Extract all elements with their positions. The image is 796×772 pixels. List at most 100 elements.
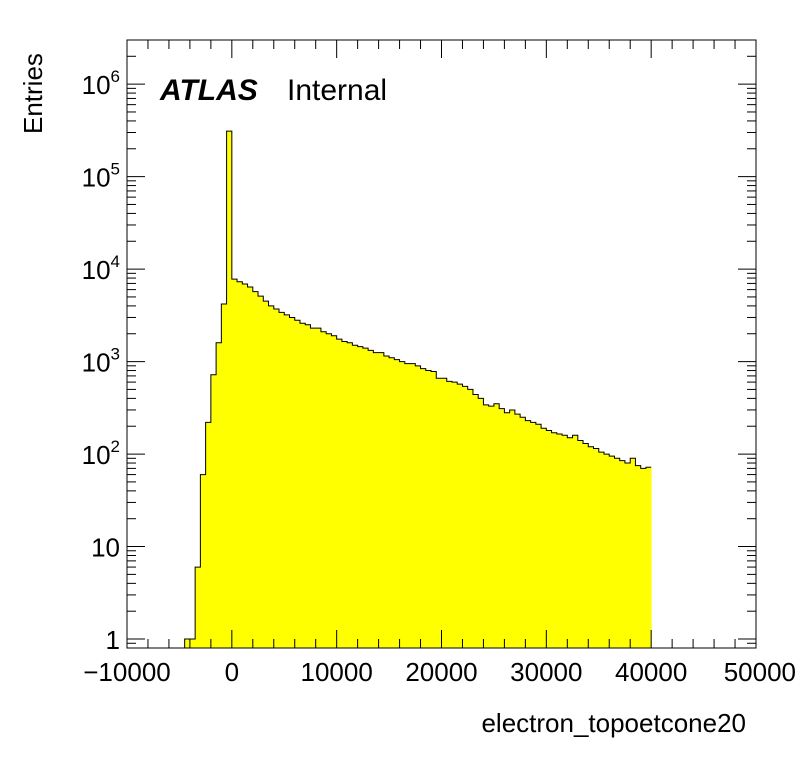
histogram-bin [242, 284, 248, 648]
internal-label: Internal [287, 74, 387, 107]
histogram-bin [200, 474, 207, 648]
histogram-bin [210, 374, 217, 648]
histogram-bin [567, 437, 573, 648]
histogram-bin [247, 287, 254, 648]
histogram-bin [336, 339, 343, 648]
histogram-bin [499, 408, 505, 648]
histogram-bin [635, 465, 642, 648]
histogram-bin [551, 432, 558, 648]
y-tick-label: 10 [91, 533, 120, 563]
histogram-bin [331, 335, 338, 648]
histogram-bin [362, 348, 369, 648]
histogram-bin [299, 323, 306, 648]
histogram-bin [347, 342, 353, 648]
histogram-bin [488, 406, 495, 648]
histogram-bin [609, 456, 615, 648]
y-tick-label: 102 [82, 437, 120, 470]
histogram-bin [478, 398, 484, 648]
histogram-bin [614, 458, 621, 648]
histogram-bin [645, 467, 652, 648]
histogram-bin [504, 412, 511, 648]
histogram-bin [231, 279, 238, 648]
histogram-bin [562, 435, 568, 648]
histogram-bin [572, 435, 579, 648]
y-tick-label: 104 [82, 252, 120, 285]
histogram-bin [431, 371, 437, 648]
histogram-bin [273, 309, 280, 648]
histogram-bin [556, 433, 563, 648]
histogram-bin [383, 355, 390, 648]
histogram-bin [577, 440, 584, 648]
histogram-bin [457, 384, 463, 648]
histogram-bin [252, 291, 259, 648]
histogram-bin [493, 403, 500, 648]
histogram-bin [189, 639, 196, 648]
x-axis-title: electron_topoetcone20 [481, 708, 746, 738]
histogram-bin [410, 363, 416, 648]
axes [126, 39, 757, 649]
y-axis-title: Entries [18, 53, 48, 134]
histogram-bin [446, 381, 453, 648]
histogram-bins [184, 131, 652, 648]
histogram-bin [357, 346, 364, 648]
histogram-bin [415, 365, 421, 648]
histogram-bin [352, 345, 359, 648]
histogram-bin [284, 314, 290, 648]
histogram-bin [184, 639, 191, 648]
histogram-bin [520, 417, 526, 648]
y-tick-labels: 1 10 102 103 104 105 106 [82, 67, 120, 655]
histogram-bin [341, 341, 348, 648]
y-tick-label: 103 [82, 345, 120, 378]
histogram-bin [389, 357, 395, 648]
histogram-bin [326, 333, 332, 648]
histogram-bin [451, 382, 458, 648]
histogram-bin [588, 446, 594, 648]
histogram-bin [258, 296, 264, 648]
histogram-bin [237, 281, 243, 648]
histogram-bin [467, 389, 474, 648]
histogram-bin [514, 414, 521, 648]
histogram-bin [373, 352, 379, 648]
y-tick-label: 1 [106, 625, 120, 655]
histogram-bin [378, 352, 385, 648]
histogram-bin [279, 312, 285, 648]
histogram-bin [310, 328, 317, 648]
x-tick-label: 0 [225, 657, 239, 687]
atlas-label: ATLAS [159, 74, 258, 107]
x-tick-label: 20000 [405, 657, 477, 687]
histogram-bin [546, 430, 552, 648]
histogram-bin [583, 443, 589, 648]
x-tick-labels: −10000 0 10000 20000 30000 40000 50000 [83, 657, 796, 687]
histogram-bin [216, 342, 222, 648]
y-tick-label: 106 [82, 67, 120, 100]
histogram-bin [394, 359, 400, 648]
histogram-bin [315, 328, 322, 648]
histogram-outline [127, 130, 652, 649]
histogram-bin [472, 394, 479, 648]
histogram-bin [436, 378, 442, 648]
histogram-bin [640, 468, 647, 648]
histogram-bin [320, 331, 327, 648]
histogram-bin [441, 378, 448, 648]
histogram-bin [530, 422, 537, 648]
histogram-bin [541, 428, 547, 648]
histogram-bin [535, 424, 542, 648]
histogram-bin [593, 448, 600, 648]
histogram-bin [289, 317, 296, 648]
histogram-bin [630, 458, 636, 648]
x-tick-label: 10000 [301, 657, 373, 687]
histogram-bin [420, 368, 427, 648]
histogram-bin [425, 370, 432, 648]
x-tick-label: 30000 [510, 657, 582, 687]
histogram-bin [483, 404, 490, 648]
histogram-bin [525, 420, 532, 648]
histogram-bin [294, 320, 301, 648]
histogram-bin [404, 363, 411, 648]
histogram-bin [509, 409, 516, 648]
histogram-bin [305, 324, 311, 648]
histogram-bin [624, 463, 631, 648]
histogram-bin [619, 460, 626, 648]
histogram-bin [268, 305, 275, 648]
histogram-bin [399, 361, 406, 648]
